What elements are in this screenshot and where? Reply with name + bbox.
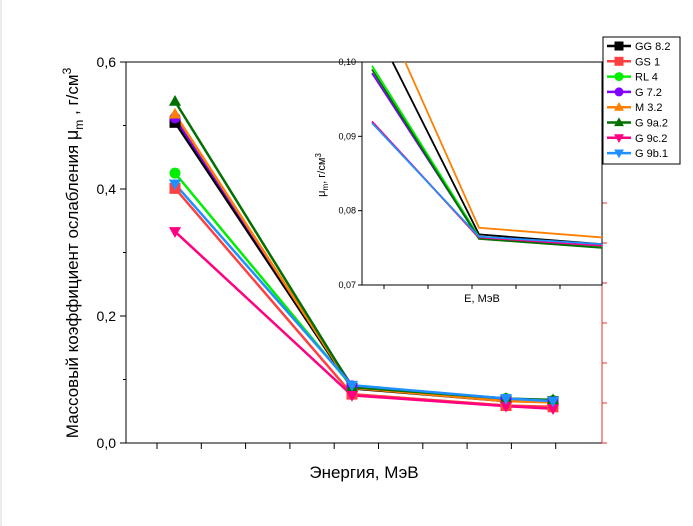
legend-item: M 3.2 bbox=[607, 102, 663, 114]
inset-y-tick-label: 0,07 bbox=[338, 280, 356, 290]
inset-y-label-sub: m bbox=[321, 184, 330, 191]
data-point-g-9b.1 bbox=[168, 179, 182, 191]
legend-item: G 9a.2 bbox=[607, 117, 668, 130]
legend-item: G 9c.2 bbox=[607, 133, 667, 145]
inset-y-label-mu: μ bbox=[316, 191, 328, 197]
legend-marker bbox=[614, 102, 624, 111]
legend-label: G 9c.2 bbox=[635, 133, 667, 145]
data-point-g-9c.2 bbox=[345, 390, 359, 402]
legend-label: G 9b.1 bbox=[635, 148, 668, 160]
legend-item: GS 1 bbox=[607, 56, 660, 68]
y-axis-label-mu: μ bbox=[62, 130, 82, 140]
inset-x-axis-label: E, МэВ bbox=[464, 293, 500, 305]
inset-series-group bbox=[371, 62, 602, 249]
inset-plot-frame bbox=[361, 61, 603, 286]
legend: GG 8.2 GS 1 RL 4 G 7.2 M 3.2 G 9a.2 G 9c.2 G 9b… bbox=[602, 36, 681, 165]
y-tick-label: 0,2 bbox=[97, 308, 117, 324]
y-axis-label: Массовый коэффициент ослабления μm , г/с… bbox=[60, 67, 86, 438]
legend-item: RL 4 bbox=[607, 72, 658, 84]
legend-marker bbox=[614, 134, 624, 143]
y-axis-label-sub: m bbox=[72, 120, 86, 130]
legend-item: GG 8.2 bbox=[607, 41, 670, 53]
inset-plot-area bbox=[361, 61, 603, 286]
data-point-g-9b.1 bbox=[546, 396, 560, 408]
inset-series-line-m-3.2 bbox=[404, 62, 602, 239]
data-point-g-9b.1 bbox=[499, 394, 513, 405]
data-point-g-9b.1 bbox=[345, 380, 359, 392]
data-point-m-3.2 bbox=[168, 107, 182, 119]
legend-marker bbox=[614, 117, 624, 127]
legend-label: M 3.2 bbox=[635, 102, 663, 114]
data-point-g-9a.2 bbox=[168, 95, 182, 106]
inset-axis-ticks: 0,07 0,08 0,09 0,10 bbox=[338, 57, 561, 290]
legend-marker bbox=[614, 149, 624, 159]
inset-y-axis-label: μm, г/см3 bbox=[314, 153, 330, 197]
y-axis-label-sup: 3 bbox=[60, 67, 74, 74]
legend-marker bbox=[614, 72, 624, 82]
main-series-group bbox=[168, 95, 560, 416]
y-tick-label: 0,6 bbox=[97, 54, 117, 70]
y-axis-label-main: Массовый коэффициент ослабления bbox=[63, 140, 82, 438]
series-line-g-9c.2 bbox=[174, 230, 554, 410]
legend-marker bbox=[614, 56, 624, 66]
legend-label: RL 4 bbox=[635, 72, 658, 84]
legend-marker bbox=[614, 41, 624, 51]
x-axis-label: Энергия, МэВ bbox=[309, 463, 418, 482]
inset-y-tick-label: 0,08 bbox=[338, 206, 356, 216]
data-point-g-9c.2 bbox=[546, 404, 560, 416]
inset-y-label-sup: 3 bbox=[314, 153, 323, 158]
y-tick-label: 0,4 bbox=[97, 181, 117, 197]
inset-series-line-g-9b.1 bbox=[371, 122, 602, 246]
legend-label: G 9a.2 bbox=[635, 118, 668, 130]
inset-series-line-g-9a.2 bbox=[371, 68, 602, 249]
legend-label: GG 8.2 bbox=[635, 41, 670, 53]
legend-label: G 7.2 bbox=[635, 87, 662, 99]
series-line-m-3.2 bbox=[173, 113, 554, 404]
data-point-g-9c.2 bbox=[168, 227, 182, 238]
inset-y-tick-label: 0,10 bbox=[338, 57, 356, 67]
inset-y-label-unit: , г/см bbox=[316, 158, 328, 184]
data-point-rl-4 bbox=[169, 167, 181, 179]
y-tick-label: 0,0 bbox=[97, 435, 117, 451]
series-line-g-9b.1 bbox=[174, 183, 554, 403]
legend-item: G 9b.1 bbox=[607, 148, 668, 160]
data-point-g-9c.2 bbox=[499, 401, 513, 413]
legend-label: GS 1 bbox=[635, 56, 660, 68]
legend-item: G 7.2 bbox=[607, 87, 662, 99]
y-axis-label-unit: , г/см bbox=[63, 74, 82, 119]
legend-marker bbox=[614, 87, 624, 97]
inset-y-tick-label: 0,09 bbox=[338, 131, 356, 141]
